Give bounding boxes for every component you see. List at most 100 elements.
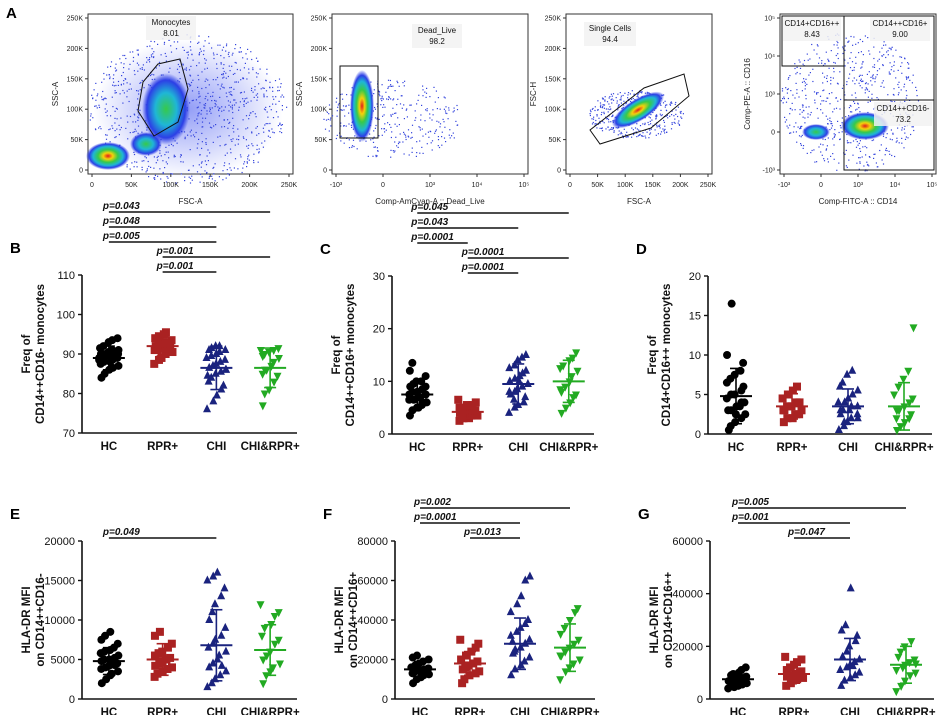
event-dot (802, 145, 805, 147)
event-dot (789, 113, 791, 115)
density-cluster (802, 124, 830, 140)
event-dot (612, 127, 615, 129)
event-dot (622, 94, 624, 97)
event-dot (891, 66, 893, 68)
event-dot (405, 109, 407, 111)
event-dot (153, 74, 155, 76)
event-dot (264, 109, 267, 111)
event-dot (206, 110, 208, 112)
x-category-label: CHI&RPR+ (876, 707, 935, 715)
event-dot (137, 119, 139, 121)
data-point (421, 382, 430, 391)
event-dot (824, 63, 826, 65)
data-point (217, 660, 226, 669)
event-dot (187, 54, 189, 56)
data-point (262, 652, 271, 661)
event-dot (397, 117, 399, 119)
event-dot (279, 131, 281, 133)
event-dot (116, 108, 118, 110)
event-dot (610, 108, 612, 110)
event-dot (893, 88, 895, 90)
y-tick-label: -10³ (763, 168, 776, 175)
event-dot (786, 92, 788, 94)
event-dot (804, 88, 806, 90)
event-dot (147, 160, 149, 163)
event-dot (168, 39, 171, 41)
x-tick-label: -10³ (330, 182, 343, 189)
event-dot (401, 107, 403, 109)
series-chi-rpr- (254, 601, 287, 689)
event-dot (870, 80, 872, 82)
event-dot (452, 132, 454, 134)
event-dot (175, 48, 178, 50)
event-dot (228, 91, 230, 93)
event-dot (109, 78, 111, 80)
event-dot (864, 92, 866, 94)
event-dot (869, 100, 871, 102)
event-dot (859, 157, 861, 159)
event-dot (888, 47, 890, 49)
event-dot (113, 74, 115, 76)
event-dot (150, 74, 152, 77)
event-dot (594, 109, 596, 112)
event-dot (880, 85, 882, 87)
event-dot (170, 143, 173, 145)
event-dot (179, 78, 181, 80)
event-dot (411, 136, 413, 138)
event-dot (351, 126, 353, 128)
event-dot (592, 121, 594, 124)
data-point (837, 625, 846, 634)
event-dot (823, 76, 826, 78)
data-point (114, 346, 123, 355)
event-dot (427, 131, 429, 133)
event-dot (829, 103, 831, 105)
event-dot (864, 83, 867, 85)
event-dot (256, 144, 258, 146)
event-dot (897, 69, 899, 71)
data-point (515, 376, 524, 385)
event-dot (421, 128, 423, 130)
event-dot (866, 89, 869, 91)
event-dot (625, 134, 627, 136)
event-dot (230, 94, 232, 96)
event-dot (812, 68, 814, 70)
event-dot (119, 58, 121, 60)
event-dot (626, 131, 628, 133)
event-dot (166, 163, 168, 165)
event-dot (384, 106, 386, 108)
x-category-label: HC (409, 442, 426, 454)
event-dot (429, 113, 431, 115)
event-dot (273, 132, 275, 134)
event-dot (247, 156, 249, 158)
event-dot (382, 115, 384, 117)
event-dot (286, 106, 288, 108)
event-dot (164, 52, 166, 55)
y-tick-label: 70 (63, 428, 75, 440)
event-dot (882, 135, 885, 137)
event-dot (905, 90, 907, 92)
event-dot (230, 91, 232, 93)
event-dot (437, 97, 439, 99)
event-dot (223, 57, 225, 59)
event-dot (856, 108, 858, 110)
event-dot (644, 135, 646, 137)
event-dot (141, 68, 143, 70)
data-point (421, 372, 430, 381)
event-dot (372, 138, 374, 140)
event-dot (328, 113, 330, 115)
series-rpr- (776, 382, 808, 427)
event-dot (841, 131, 843, 133)
event-dot (437, 136, 439, 138)
event-dot (131, 162, 133, 164)
y-tick-label: 200K (545, 46, 562, 53)
event-dot (248, 72, 250, 74)
event-dot (202, 117, 204, 119)
event-dot (841, 87, 844, 89)
event-dot (868, 50, 870, 52)
event-dot (785, 87, 787, 89)
event-dot (866, 170, 868, 172)
event-dot (419, 129, 421, 131)
event-dot (383, 104, 385, 106)
event-dot (228, 110, 230, 112)
data-point (847, 413, 856, 422)
